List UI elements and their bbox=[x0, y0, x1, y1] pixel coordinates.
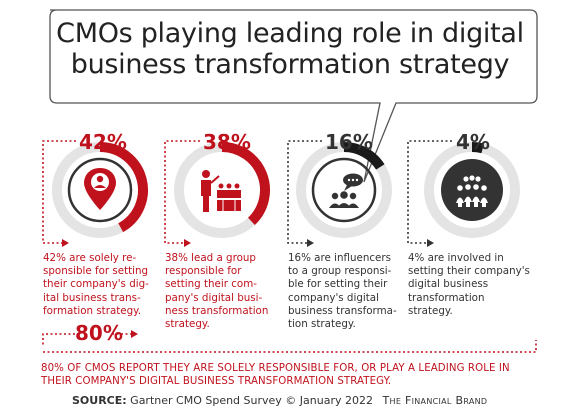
connector-80-left bbox=[42, 333, 75, 347]
arrowhead-80 bbox=[131, 330, 138, 338]
description-16-line: tion strategy. bbox=[288, 318, 356, 331]
description-4-line: strategy. bbox=[408, 304, 453, 317]
description-42-line: ital business trans- bbox=[43, 291, 141, 304]
description-38-line: responsible for bbox=[165, 265, 242, 278]
source-text: Gartner CMO Spend Survey © January 2022 bbox=[130, 394, 373, 407]
chart-title-line-1: CMOs playing leading role in digital bbox=[56, 18, 524, 49]
description-4-line: setting their company's bbox=[408, 265, 530, 278]
value-label-38: 38% bbox=[203, 130, 251, 154]
gauge-arc-38% bbox=[221, 142, 270, 225]
gauge-arc-42% bbox=[99, 142, 148, 233]
description-4: 4% are involved in setting their company… bbox=[408, 252, 530, 318]
description-42-line: sponsible for setting bbox=[43, 265, 149, 278]
title-callout-bubble bbox=[49, 9, 538, 183]
description-16-line: ble for setting their bbox=[288, 278, 388, 291]
arrowhead-42 bbox=[62, 239, 69, 247]
description-16-line: business transforma- bbox=[288, 304, 397, 317]
combined-summary-line: THEIR COMPANY'S DIGITAL BUSINESS TRANSFO… bbox=[41, 376, 392, 387]
connector-42 bbox=[42, 140, 76, 244]
presenter-group-icon bbox=[201, 170, 241, 212]
description-42-line: their company's dig- bbox=[43, 278, 149, 291]
combined-value-label: 80% bbox=[75, 321, 123, 345]
combined-summary: 80% OF CMOS REPORT THEY ARE SOLELY RESPO… bbox=[41, 362, 510, 388]
description-4-line: 4% are involved in bbox=[408, 252, 504, 264]
arrowhead-38 bbox=[184, 239, 191, 247]
combined-summary-line: 80% OF CMOS REPORT THEY ARE SOLELY RESPO… bbox=[41, 363, 510, 374]
description-38: 38% lead a group responsible for setting… bbox=[165, 252, 268, 331]
connector-38 bbox=[164, 140, 200, 244]
description-4-line: transformation bbox=[408, 291, 485, 304]
description-42-line: 42% are solely re- bbox=[43, 252, 137, 264]
description-42: 42% are solely re- sponsible for setting… bbox=[43, 252, 149, 318]
value-label-4: 4% bbox=[456, 130, 490, 154]
description-38-line: ness transformation bbox=[165, 304, 269, 317]
speech-bubble-group-icon bbox=[329, 173, 363, 208]
description-38-line: 38% lead a group bbox=[165, 252, 256, 264]
chart-title-line-2: business transformation strategy bbox=[70, 49, 510, 80]
connector-4 bbox=[407, 140, 452, 244]
arrowhead-16 bbox=[307, 239, 314, 247]
arrowhead-4 bbox=[427, 239, 434, 247]
gauge-arc-16% bbox=[343, 142, 385, 170]
connector-80-bottom bbox=[43, 340, 537, 353]
description-38-line: setting their com- bbox=[165, 278, 257, 291]
gauge-42 bbox=[52, 142, 148, 238]
description-4-line: digital business bbox=[408, 278, 489, 291]
chart-title: CMOs playing leading role in digital bus… bbox=[55, 18, 525, 80]
description-16-line: 16% are influencers bbox=[288, 252, 391, 264]
value-label-16: 16% bbox=[325, 130, 373, 154]
gauge-arc-4% bbox=[471, 142, 484, 154]
gauge-4 bbox=[424, 142, 520, 238]
value-label-42: 42% bbox=[79, 130, 127, 154]
description-16-line: to a group responsi- bbox=[288, 265, 392, 278]
connector-16 bbox=[287, 140, 322, 244]
crowd-icon bbox=[456, 175, 488, 207]
gauge-16 bbox=[296, 142, 392, 238]
source-label: SOURCE: bbox=[72, 394, 127, 407]
brand-name: The Financial Brand bbox=[382, 394, 488, 407]
description-42-line: formation strategy. bbox=[43, 304, 142, 317]
description-16: 16% are influencers to a group responsi-… bbox=[288, 252, 397, 331]
source-footer: SOURCE: Gartner CMO Spend Survey © Janua… bbox=[72, 394, 487, 408]
gauge-38 bbox=[174, 142, 270, 238]
person-location-pin-icon bbox=[84, 168, 116, 210]
description-38-line: strategy. bbox=[165, 318, 210, 331]
description-16-line: company's digital bbox=[288, 291, 379, 304]
description-38-line: pany's digital busi- bbox=[165, 291, 263, 304]
